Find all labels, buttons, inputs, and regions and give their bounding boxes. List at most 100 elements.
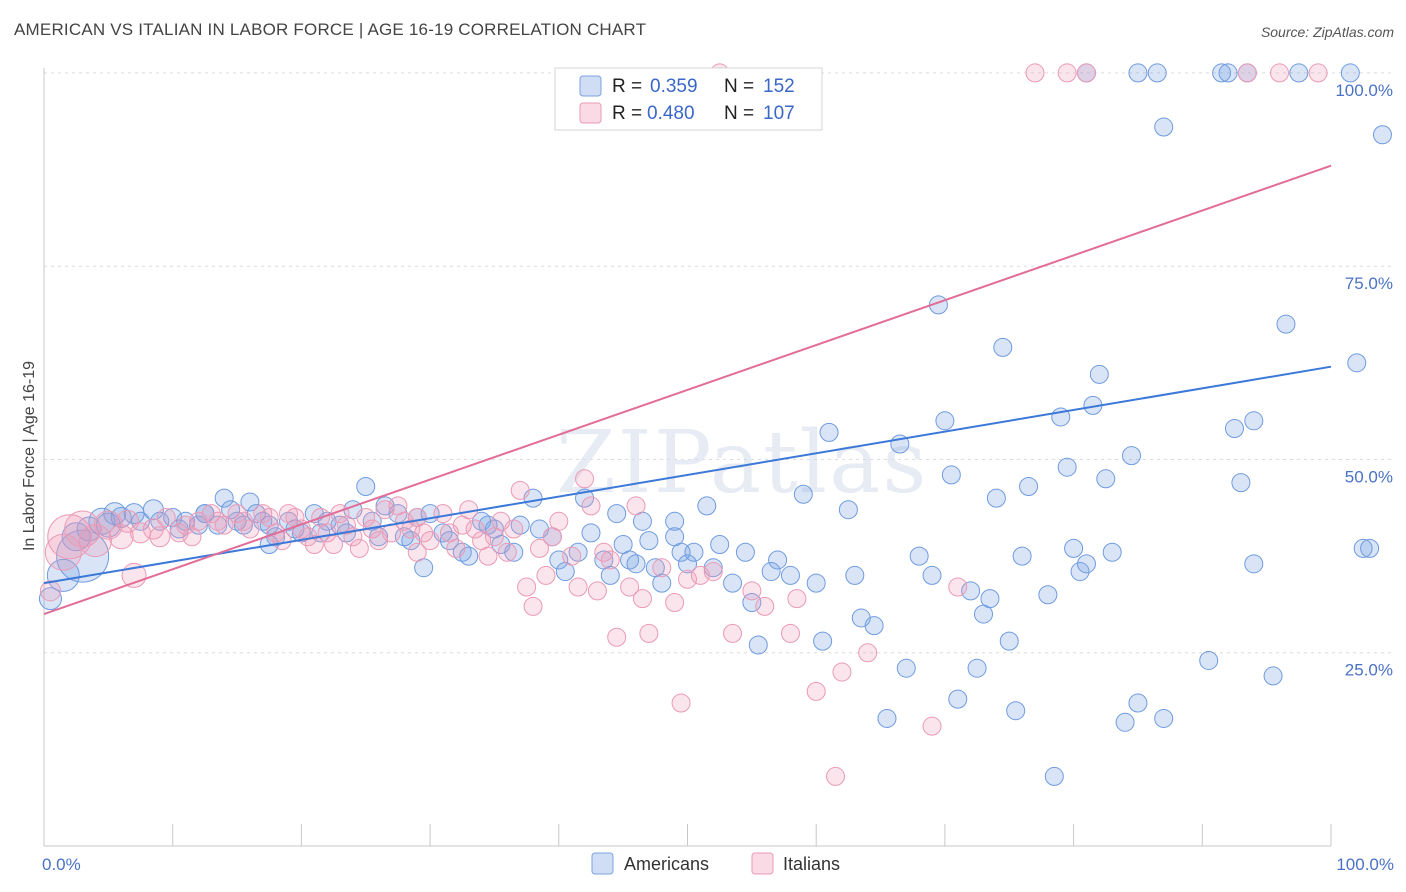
americans-point	[813, 631, 833, 651]
americans-point	[806, 573, 826, 593]
americans-point	[1044, 766, 1064, 786]
americans-point	[1340, 63, 1360, 83]
italians-point	[742, 581, 762, 601]
americans-point	[980, 589, 1000, 609]
italians-point	[1237, 63, 1257, 83]
italians-point	[575, 469, 595, 489]
italians-point	[1076, 63, 1096, 83]
italians-point	[594, 542, 614, 562]
italians-point	[240, 519, 260, 539]
watermark: ZIPatlas	[556, 413, 928, 513]
americans-point	[600, 565, 620, 585]
americans-point	[665, 511, 685, 531]
americans-point	[549, 550, 569, 570]
americans-point	[961, 581, 981, 601]
y-tick-labels: 25.0% 50.0% 75.0% 100.0%	[1335, 81, 1393, 680]
italians-point	[291, 519, 311, 539]
americans-point	[439, 531, 459, 551]
americans-point	[1115, 712, 1135, 732]
italians-trendline	[43, 164, 1332, 616]
bottom-legend-swatch-italians	[751, 852, 774, 875]
italians-point	[632, 589, 652, 609]
americans-point	[986, 488, 1006, 508]
americans-point	[1199, 650, 1219, 670]
americans-point	[259, 515, 279, 535]
italians-point	[504, 519, 524, 539]
legend-n-value-italians: 107	[763, 103, 795, 124]
americans-point	[838, 500, 858, 520]
legend-r-label-americans: R =	[612, 76, 642, 97]
americans-point	[819, 422, 839, 442]
italians-point	[478, 546, 498, 566]
italians-point	[549, 511, 569, 531]
italians-point	[568, 577, 588, 597]
italians-point	[1025, 63, 1045, 83]
americans-point	[684, 542, 704, 562]
americans-point	[710, 535, 730, 554]
americans-point	[1102, 542, 1122, 562]
americans-point	[1096, 469, 1116, 489]
americans-point	[214, 488, 234, 508]
americans-point	[1263, 666, 1283, 686]
americans-point	[626, 554, 646, 574]
americans-point	[1070, 562, 1090, 582]
x-ticks	[172, 824, 1332, 846]
americans-point	[1224, 419, 1244, 439]
italians-point	[755, 596, 775, 616]
legend-r-value-italians: 0.480	[647, 103, 695, 124]
bottom-legend-label-americans: Americans	[624, 854, 709, 874]
italians-point	[324, 535, 344, 554]
americans-point	[877, 708, 897, 728]
americans-point	[735, 542, 755, 562]
italians-point	[420, 531, 440, 551]
americans-point	[678, 554, 697, 574]
americans-point	[742, 592, 762, 612]
italians-point	[826, 766, 846, 786]
americans-point	[1064, 538, 1084, 558]
legend-n-label-americans: N =	[724, 76, 754, 97]
italians-point	[401, 519, 421, 539]
italians-point	[600, 550, 620, 570]
y-tick-label-50: 50.0%	[1345, 467, 1393, 486]
y-tick-label-25: 25.0%	[1345, 661, 1393, 680]
americans-point	[1289, 63, 1309, 83]
italians-point	[39, 580, 61, 602]
americans-point	[607, 504, 627, 524]
italians-point	[581, 496, 601, 516]
legend-swatch-americans	[579, 75, 602, 97]
italians-point	[806, 681, 826, 701]
italians-point	[678, 569, 697, 589]
legend-box: R = 0.359 N = 152 R = 0.480 N = 107	[554, 67, 823, 131]
italians-point	[336, 515, 356, 535]
italians-point	[671, 693, 691, 713]
italians-point	[433, 504, 453, 524]
americans-point	[780, 565, 800, 585]
italians-point	[626, 496, 646, 516]
americans-point	[697, 496, 717, 516]
x-tick-label-min: 0.0%	[42, 855, 81, 874]
americans-point	[88, 507, 116, 535]
italians-point	[587, 581, 607, 601]
americans-point	[1038, 585, 1058, 605]
americans-point	[1360, 538, 1380, 558]
americans-point	[671, 542, 691, 562]
americans-point	[131, 511, 151, 531]
italians-point	[156, 507, 176, 527]
americans-point	[845, 565, 865, 585]
italians-point	[304, 535, 324, 554]
americans-point	[935, 411, 955, 431]
americans-point	[909, 546, 929, 566]
italians-point	[703, 562, 723, 582]
americans-point	[1122, 446, 1142, 466]
americans-point	[1076, 554, 1096, 574]
americans-point	[1057, 457, 1077, 477]
americans-point	[504, 542, 524, 562]
americans-point	[896, 658, 916, 678]
americans-point	[1128, 63, 1148, 83]
italians-point	[780, 623, 800, 643]
americans-point	[46, 558, 80, 592]
x-tick-label-max: 100.0%	[1336, 855, 1394, 874]
americans-point	[967, 658, 987, 678]
americans-point	[1089, 364, 1109, 384]
